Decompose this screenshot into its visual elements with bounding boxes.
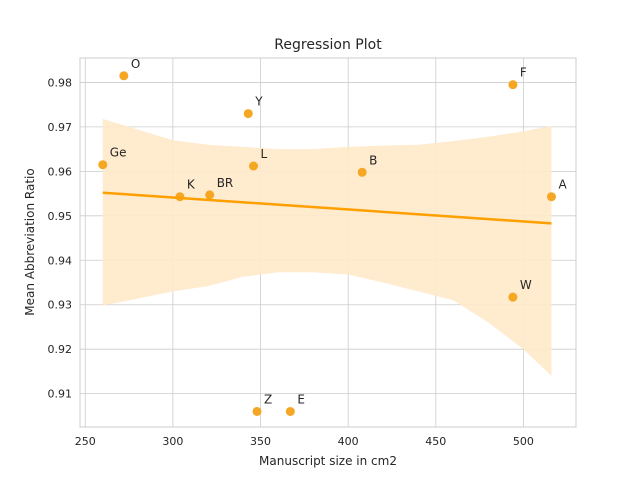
point-label-z: Z [264, 392, 272, 406]
confidence-band [102, 118, 552, 376]
data-point-l [249, 161, 259, 171]
y-tick-label: 0.96 [48, 165, 73, 178]
y-axis-label: Mean Abbreviation Ratio [23, 168, 37, 315]
data-point-w [508, 292, 518, 302]
point-label-e: E [297, 392, 305, 406]
chart-title: Regression Plot [274, 37, 382, 53]
x-tick-label: 250 [75, 435, 96, 448]
point-label-f: F [520, 66, 527, 80]
point-label-br: BR [217, 176, 234, 190]
data-point-a [546, 192, 556, 202]
point-label-a: A [558, 178, 567, 192]
y-tick-label: 0.94 [48, 254, 73, 267]
point-label-y: Y [254, 95, 263, 109]
y-tick-label: 0.91 [48, 388, 73, 401]
x-tick-label: 450 [425, 435, 446, 448]
point-labels: O F Y Ge L B K BR A W Z E [110, 57, 568, 407]
point-label-w: W [520, 278, 532, 292]
plot-frame [79, 57, 577, 428]
y-tick-label: 0.92 [48, 343, 73, 356]
y-tick-labels: 0.91 0.92 0.93 0.94 0.95 0.96 0.97 0.98 [48, 76, 73, 400]
x-tick-label: 300 [162, 435, 183, 448]
x-tick-labels: 250 300 350 400 450 500 [75, 435, 534, 448]
regression-line [102, 191, 552, 225]
point-label-b: B [369, 153, 377, 167]
y-tick-label: 0.95 [48, 210, 73, 223]
data-point-z [252, 406, 262, 416]
point-label-ge: Ge [110, 146, 127, 160]
point-label-o: O [131, 57, 140, 71]
point-label-l: L [261, 147, 268, 161]
data-point-o [119, 71, 129, 81]
scatter-points [98, 71, 556, 416]
x-tick-label: 500 [513, 435, 534, 448]
data-point-ge [98, 160, 108, 170]
data-point-y [243, 109, 253, 119]
y-tick-label: 0.98 [48, 76, 73, 89]
data-point-f [508, 80, 518, 90]
y-tick-label: 0.97 [48, 121, 73, 134]
data-point-b [357, 167, 367, 177]
x-tick-label: 400 [338, 435, 359, 448]
x-tick-label: 350 [250, 435, 271, 448]
x-axis-label: Manuscript size in cm2 [259, 454, 397, 468]
data-point-e [285, 406, 295, 416]
data-point-br [205, 190, 215, 200]
y-tick-label: 0.93 [48, 299, 73, 312]
point-label-k: K [187, 178, 196, 192]
